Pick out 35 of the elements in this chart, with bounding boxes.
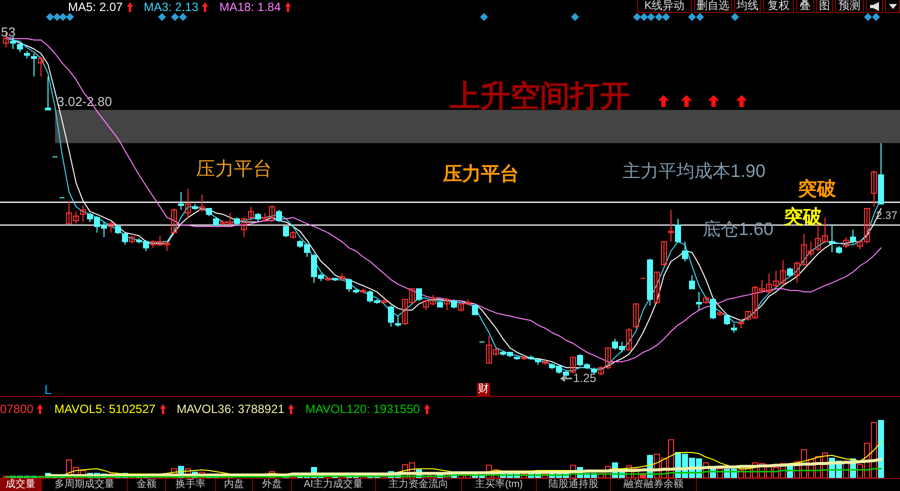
text: 换手率 — [166, 479, 216, 491]
text: MAVOL5: 5102527 — [54, 402, 156, 416]
annotation: 主力平均成本1.90 — [622, 161, 766, 181]
text: 财 — [477, 383, 490, 396]
annotation: 突破 — [797, 178, 837, 200]
text: 金额 — [128, 479, 166, 491]
text: 内盘 — [216, 479, 253, 491]
annotation: 突破 — [783, 206, 823, 228]
annotation: 压力平台 — [442, 163, 519, 185]
text: AI主力成交量 — [292, 479, 376, 491]
text: 图 — [816, 0, 833, 13]
text: 成交量 — [0, 479, 42, 491]
text: 多周期成交量 — [42, 479, 128, 491]
annotation: 53 — [1, 24, 16, 40]
text: L — [44, 382, 52, 397]
text: MA5: 2.07 — [68, 0, 123, 14]
text: 均线 — [734, 0, 761, 13]
text: MA18: 1.84 — [219, 0, 281, 14]
text: MA3: 2.13 — [144, 0, 198, 14]
text: 融资融券余额 — [611, 479, 697, 491]
text: 删自选 — [694, 0, 732, 13]
text: MAVOL36: 3788921 — [176, 402, 284, 416]
annotation: 上升空间打开 — [449, 79, 630, 113]
text: 外盘 — [253, 479, 292, 491]
text: K线异动 — [637, 0, 692, 13]
annotation: 1.25 — [573, 371, 597, 385]
text: 叠 — [796, 0, 814, 13]
text: 陆股通持股 — [537, 479, 611, 491]
text: 复权 — [763, 0, 794, 13]
text: 主买率(tm) — [462, 479, 537, 491]
text: 主力资金流向 — [376, 479, 462, 491]
text: MAVOL120: 1931550 — [305, 402, 420, 416]
annotation: 压力平台 — [196, 159, 272, 180]
text: 07800 — [0, 402, 34, 416]
text: 预测 — [835, 0, 864, 13]
